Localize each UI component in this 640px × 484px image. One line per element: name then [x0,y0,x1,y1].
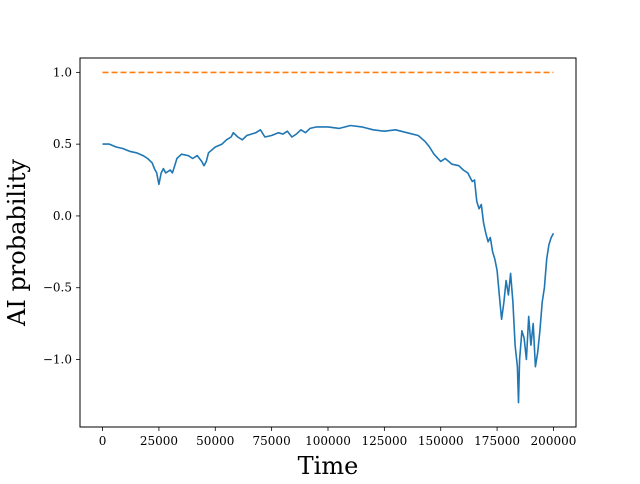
series-line [102,124,555,404]
y-tick-label: 0.5 [53,137,72,151]
x-tick-label: 200000 [531,434,577,448]
x-tick-label: 175000 [474,434,520,448]
y-axis: 1.0 0.5 0.0 −0.5 −1.0 [43,65,80,367]
x-tick-label: 125000 [361,434,407,448]
x-tick-label: 50000 [196,434,234,448]
plot-area [80,58,576,427]
x-axis: 0 25000 50000 75000 100000 125000 150000 175000… [99,427,577,448]
x-tick-label: 100000 [305,434,351,448]
y-tick-label: −0.5 [43,281,72,295]
y-tick-label: 0.0 [53,209,72,223]
y-axis-label: AI probability [3,159,31,327]
y-tick-label: −1.0 [43,353,72,367]
x-tick-label: 75000 [253,434,291,448]
x-axis-label: Time [298,452,359,480]
y-tick-label: 1.0 [53,65,72,79]
x-tick-label: 0 [99,434,107,448]
x-tick-label: 25000 [140,434,178,448]
x-tick-label: 150000 [418,434,464,448]
series-layer [102,71,555,404]
